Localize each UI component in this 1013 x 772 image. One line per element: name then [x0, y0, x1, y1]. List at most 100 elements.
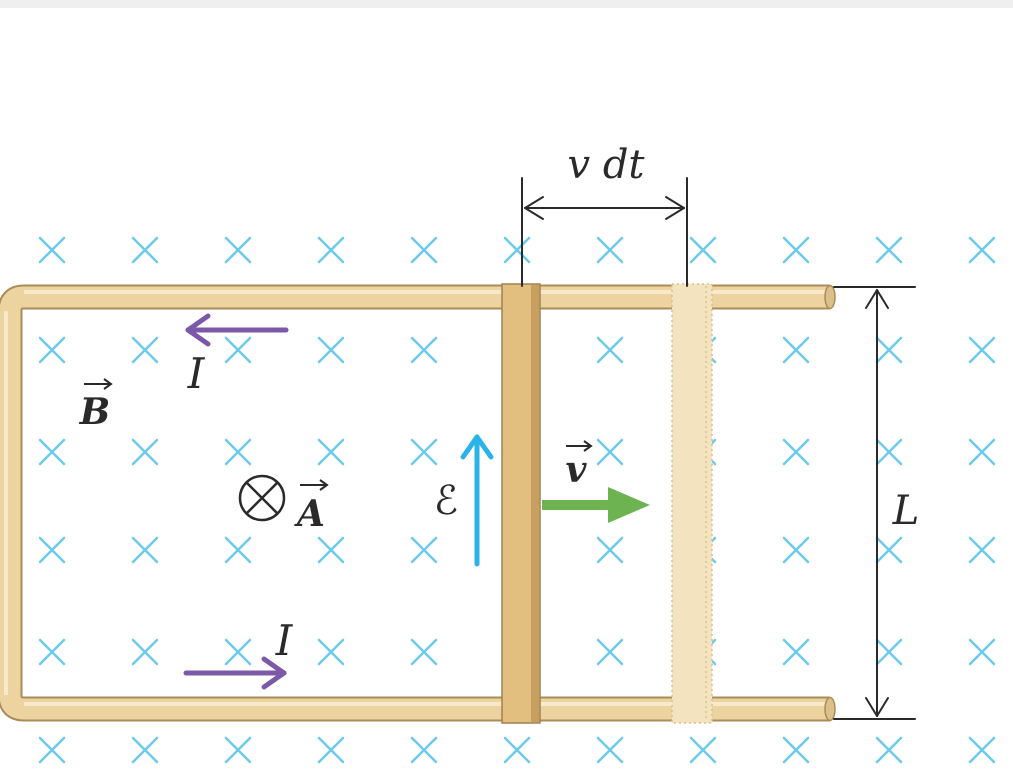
area-vector-accent-head: [319, 479, 329, 491]
field-cross-stroke: [224, 638, 252, 666]
field-cross-stroke: [410, 236, 438, 264]
field-cross-mark: [38, 638, 66, 666]
field-cross-mark: [875, 638, 903, 666]
velocity-arrowhead: [608, 487, 650, 523]
field-cross-stroke: [782, 638, 810, 666]
field-cross-mark: [131, 536, 159, 564]
field-cross-stroke: [317, 336, 345, 364]
field-cross-mark: [131, 638, 159, 666]
field-cross-mark: [968, 638, 996, 666]
length-label: L: [892, 488, 920, 534]
field-cross-mark: [782, 438, 810, 466]
velocity-vector-accent-head: [583, 440, 593, 452]
field-cross-stroke: [596, 438, 624, 466]
field-cross-mark: [782, 536, 810, 564]
field-cross-stroke: [38, 438, 66, 466]
field-cross-mark: [596, 736, 624, 764]
field-cross-stroke: [410, 438, 438, 466]
field-cross-stroke: [317, 638, 345, 666]
length-dimension: L: [833, 286, 920, 720]
field-cross-stroke: [131, 736, 159, 764]
field-cross-mark: [317, 638, 345, 666]
field-cross-stroke: [875, 638, 903, 666]
velocity-label: v: [566, 449, 588, 491]
length-arrowhead-top: [865, 289, 889, 309]
field-cross-mark: [410, 638, 438, 666]
field-cross-stroke: [224, 336, 252, 364]
field-cross-mark: [224, 236, 252, 264]
field-cross-stroke: [596, 536, 624, 564]
field-cross-mark: [596, 336, 624, 364]
velocity-group: v: [542, 440, 650, 523]
field-cross-mark: [689, 236, 717, 264]
field-cross-mark: [596, 438, 624, 466]
field-cross-mark: [782, 736, 810, 764]
field-cross-mark: [782, 236, 810, 264]
emf-arrowhead: [460, 434, 494, 460]
field-cross-mark: [503, 736, 531, 764]
field-cross-mark: [38, 336, 66, 364]
field-cross-stroke: [224, 736, 252, 764]
field-cross-stroke: [317, 236, 345, 264]
field-cross-stroke: [689, 236, 717, 264]
field-cross-stroke: [968, 536, 996, 564]
conductor-body: [0, 286, 830, 720]
field-cross-mark: [224, 736, 252, 764]
current-top-label: I: [187, 349, 206, 398]
field-cross-mark: [875, 536, 903, 564]
field-cross-stroke: [596, 638, 624, 666]
field-cross-mark: [410, 236, 438, 264]
field-cross-stroke: [596, 336, 624, 364]
field-cross-stroke: [968, 438, 996, 466]
field-cross-stroke: [596, 236, 624, 264]
field-cross-mark: [38, 236, 66, 264]
field-cross-mark: [968, 336, 996, 364]
current-bottom-arrowhead: [261, 656, 287, 690]
emf-label: ℰ: [434, 478, 458, 524]
field-cross-stroke: [38, 736, 66, 764]
displacement-arrowhead-left: [524, 196, 544, 220]
field-cross-mark: [317, 438, 345, 466]
current-bottom: I: [183, 616, 294, 690]
top-rail-end: [824, 284, 836, 310]
field-cross-stroke: [317, 736, 345, 764]
field-cross-stroke: [131, 336, 159, 364]
field-vector-accent-head: [103, 378, 113, 390]
top-strip: [0, 0, 1013, 8]
field-cross-stroke: [596, 736, 624, 764]
field-cross-mark: [968, 438, 996, 466]
field-cross-stroke: [875, 236, 903, 264]
displacement-label: v dt: [568, 142, 646, 188]
field-cross-stroke: [224, 536, 252, 564]
field-cross-mark: [410, 336, 438, 364]
field-cross-stroke: [38, 236, 66, 264]
field-cross-stroke: [224, 236, 252, 264]
field-cross-mark: [410, 736, 438, 764]
field-cross-stroke: [875, 736, 903, 764]
field-cross-mark: [131, 438, 159, 466]
field-cross-mark: [596, 236, 624, 264]
area-label-group: A: [238, 474, 329, 535]
field-cross-stroke: [968, 736, 996, 764]
field-cross-stroke: [224, 438, 252, 466]
field-cross-stroke: [782, 236, 810, 264]
field-cross-mark: [38, 438, 66, 466]
field-cross-stroke: [968, 236, 996, 264]
ghost-bar: [671, 283, 713, 724]
emf-group: ℰ: [434, 434, 494, 567]
field-cross-mark: [317, 236, 345, 264]
field-cross-stroke: [968, 336, 996, 364]
field-label-group: B: [79, 378, 113, 433]
field-cross-stroke: [503, 236, 531, 264]
field-cross-mark: [875, 438, 903, 466]
displacement-dimension: v dt: [521, 142, 688, 287]
field-cross-mark: [224, 638, 252, 666]
field-cross-mark: [224, 438, 252, 466]
field-cross-stroke: [782, 438, 810, 466]
field-cross-mark: [224, 336, 252, 364]
field-cross-mark: [875, 336, 903, 364]
field-cross-mark: [596, 536, 624, 564]
current-top-arrowhead: [185, 313, 211, 347]
field-cross-stroke: [317, 438, 345, 466]
field-cross-stroke: [131, 638, 159, 666]
